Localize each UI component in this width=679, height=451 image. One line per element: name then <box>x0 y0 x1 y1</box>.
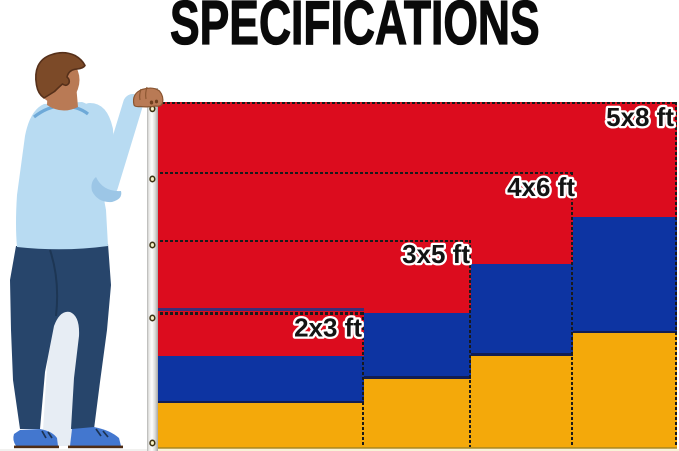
svg-text:3x5 ft: 3x5 ft <box>402 239 470 269</box>
svg-text:2x3 ft: 2x3 ft <box>294 313 362 343</box>
svg-text:5x8 ft: 5x8 ft <box>606 102 674 132</box>
svg-text:4x6 ft: 4x6 ft <box>507 172 575 202</box>
